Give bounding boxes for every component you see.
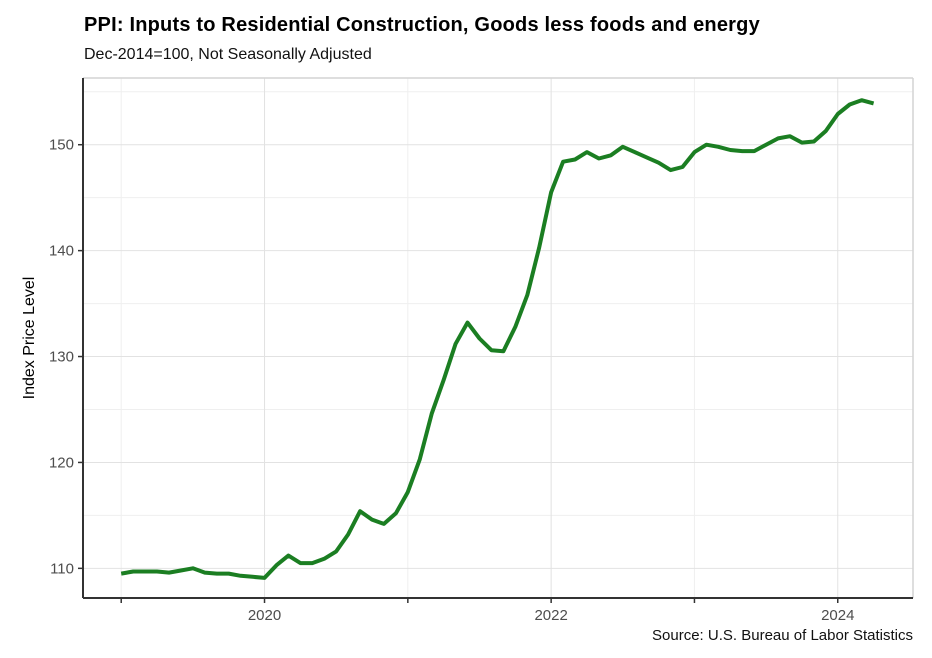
- minor-gridlines: [83, 78, 913, 598]
- svg-text:2024: 2024: [821, 607, 854, 624]
- svg-text:120: 120: [49, 454, 74, 471]
- svg-text:110: 110: [50, 560, 74, 577]
- axis-ticks: [78, 143, 839, 603]
- svg-text:130: 130: [49, 349, 74, 366]
- major-gridlines: [83, 78, 913, 598]
- y-tick-labels: 110 120 130 140 150: [49, 137, 74, 578]
- x-tick-labels: 2020 2022 2024: [248, 607, 855, 624]
- plot-panel: [83, 78, 913, 598]
- svg-text:140: 140: [49, 243, 74, 260]
- y-axis-title: Index Price Level: [21, 276, 38, 400]
- axis-lines: [82, 78, 913, 599]
- svg-text:2022: 2022: [534, 607, 567, 624]
- source-caption: Source: U.S. Bureau of Labor Statistics: [652, 627, 913, 644]
- panel-border: [83, 77, 914, 598]
- svg-text:2020: 2020: [248, 607, 281, 624]
- chart-title: PPI: Inputs to Residential Construction,…: [84, 14, 760, 36]
- ppi-series-line: [120, 98, 875, 580]
- svg-text:150: 150: [49, 137, 74, 154]
- chart-subtitle: Dec-2014=100, Not Seasonally Adjusted: [84, 46, 372, 63]
